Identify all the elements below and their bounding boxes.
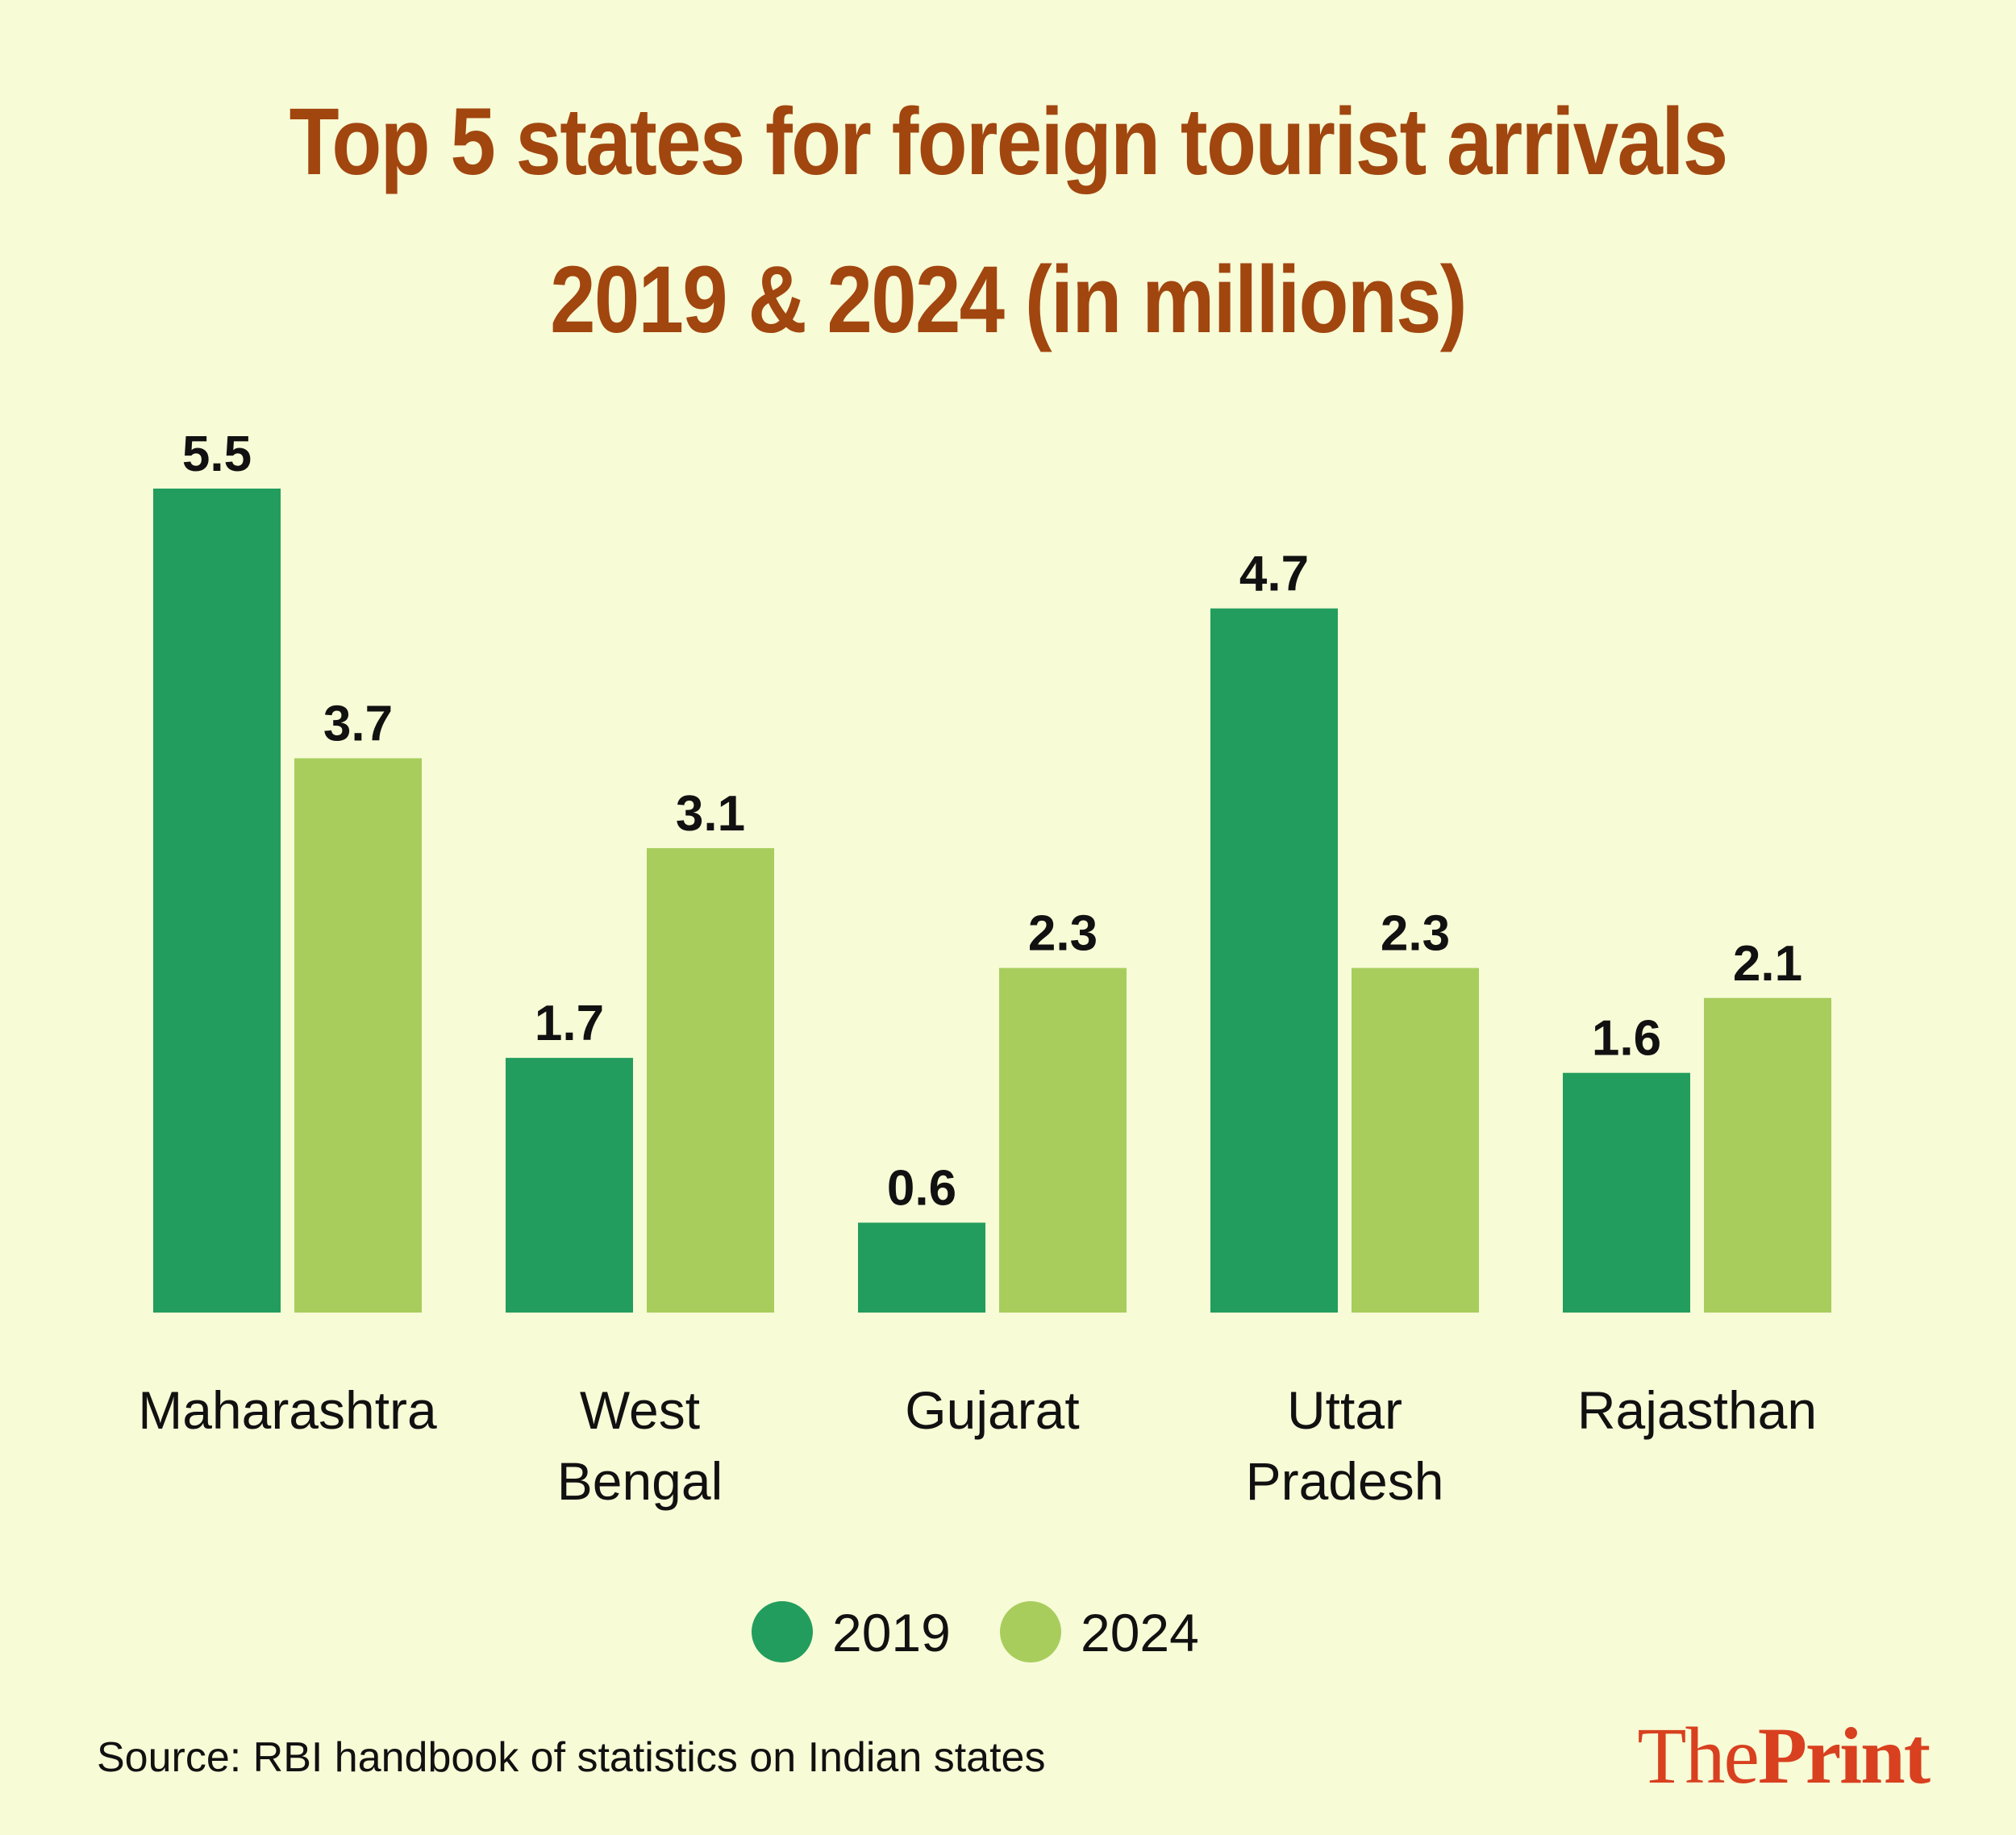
value-labels-group: 5.5 3.7 1.7 3.1 0.6 2.3 4.7 2.3 1.6 2.1 — [182, 427, 1802, 1217]
bar-2019-0 — [153, 489, 281, 1313]
value-label-2024-2: 2.3 — [1028, 906, 1098, 962]
legend-label-2019: 2019 — [832, 1603, 951, 1662]
category-label-4-0: Rajasthan — [1577, 1380, 1817, 1440]
title-line-2: 2019 & 2024 (in millions) — [550, 247, 1467, 353]
legend: 2019 2024 — [752, 1601, 1199, 1662]
bar-2024-3 — [1352, 967, 1479, 1313]
bar-2024-2 — [999, 967, 1127, 1313]
value-label-2024-1: 3.1 — [676, 786, 745, 842]
value-label-2024-0: 3.7 — [323, 696, 393, 751]
source-note: Source: RBI handbook of statistics on In… — [97, 1734, 1046, 1781]
bar-chart: 5.5 3.7 1.7 3.1 0.6 2.3 4.7 2.3 1.6 2.1 Maharasht… — [138, 427, 1831, 1662]
legend-swatch-2019 — [752, 1601, 813, 1662]
legend-label-2024: 2024 — [1081, 1603, 1199, 1662]
value-label-2019-2: 0.6 — [887, 1161, 956, 1217]
legend-swatch-2024 — [1000, 1601, 1061, 1662]
category-label-2-0: Gujarat — [905, 1380, 1079, 1440]
value-label-2024-3: 2.3 — [1381, 906, 1450, 962]
bar-2019-4 — [1563, 1072, 1690, 1313]
bar-2024-4 — [1704, 997, 1831, 1313]
bar-2024-1 — [647, 847, 774, 1313]
bar-2019-1 — [506, 1058, 633, 1313]
theprint-logo: ThePrint — [1637, 1709, 1931, 1802]
value-label-2024-4: 2.1 — [1733, 936, 1802, 992]
category-label-3-0: Uttar — [1287, 1380, 1402, 1440]
chart-title: Top 5 states for foreign tourist arrival… — [141, 63, 1875, 379]
logo-the: The — [1637, 1711, 1759, 1800]
category-labels-group: Maharashtra West Bengal Gujarat Uttar Pradesh… — [138, 1380, 1817, 1511]
value-label-2019-0: 5.5 — [182, 427, 252, 482]
bars-group — [153, 489, 1831, 1313]
bar-2019-3 — [1210, 608, 1338, 1313]
value-label-2019-4: 1.6 — [1592, 1011, 1661, 1067]
category-label-1-1: Bengal — [557, 1451, 723, 1511]
bar-2019-2 — [858, 1222, 985, 1313]
logo-print: Print — [1757, 1711, 1931, 1800]
category-label-0-0: Maharashtra — [138, 1380, 437, 1440]
bar-2024-0 — [294, 758, 422, 1313]
title-line-1: Top 5 states for foreign tourist arrival… — [289, 89, 1729, 195]
value-label-2019-1: 1.7 — [535, 996, 604, 1051]
value-label-2019-3: 4.7 — [1239, 547, 1309, 602]
category-label-3-1: Pradesh — [1246, 1451, 1444, 1511]
category-label-1-0: West — [580, 1380, 700, 1440]
